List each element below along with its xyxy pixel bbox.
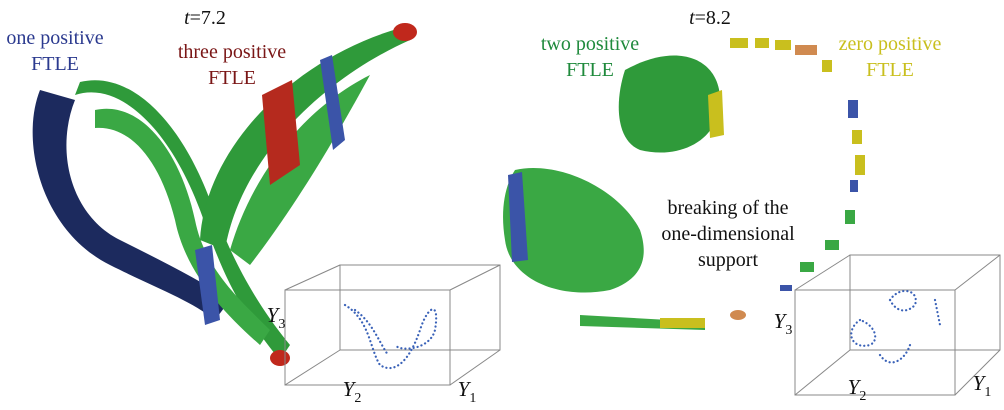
svg-text:FTLE: FTLE (31, 53, 79, 75)
figure: one positive FTLE t=7.2 three positive F… (0, 0, 1004, 410)
svg-text:zero positive: zero positive (839, 33, 942, 55)
label-line: FTLE (208, 67, 256, 89)
axis-index: 1 (984, 385, 991, 400)
time-value: =8.2 (695, 7, 731, 29)
left-inset (285, 265, 500, 385)
label-line: breaking of the (667, 197, 788, 219)
svg-text:one-dimensional: one-dimensional (661, 223, 795, 245)
axis-index: 1 (469, 391, 476, 406)
time-value: =7.2 (190, 7, 226, 29)
red-tip (393, 23, 417, 41)
svg-text:FTLE: FTLE (566, 59, 614, 81)
axis-index: 2 (859, 389, 866, 404)
label-line: zero positive (839, 33, 942, 55)
label-line: one-dimensional (661, 223, 795, 245)
svg-text:support: support (698, 249, 758, 271)
svg-text:Y2: Y2 (343, 377, 362, 406)
svg-text:two positive: two positive (541, 33, 639, 55)
figure-canvas: one positive FTLE t=7.2 three positive F… (0, 0, 1004, 410)
label-line: FTLE (866, 59, 914, 81)
axis-index: 2 (354, 391, 361, 406)
label-line: two positive (541, 33, 639, 55)
label-line: three positive (178, 41, 286, 63)
fragments (730, 38, 865, 320)
axis-index: 3 (785, 323, 792, 338)
right-inset (795, 255, 1000, 395)
svg-text:breaking of the: breaking of the (667, 197, 788, 219)
svg-text:Y1: Y1 (458, 377, 477, 406)
svg-text:t=8.2: t=8.2 (689, 7, 731, 29)
svg-text:FTLE: FTLE (208, 67, 256, 89)
axis-index: 3 (278, 317, 285, 332)
yellow-band (708, 90, 724, 138)
yellow-band (660, 318, 705, 328)
svg-text:FTLE: FTLE (866, 59, 914, 81)
svg-text:t=7.2: t=7.2 (184, 7, 226, 29)
green-blob (619, 56, 720, 153)
svg-text:one positive: one positive (6, 27, 103, 49)
svg-text:Y1: Y1 (973, 371, 992, 400)
svg-text:Y3: Y3 (774, 309, 793, 338)
right-attractor (503, 38, 865, 330)
label-line: one positive (6, 27, 103, 49)
svg-text:Y2: Y2 (848, 375, 867, 404)
red-tip (270, 350, 290, 366)
label-line: FTLE (31, 53, 79, 75)
label-line: FTLE (566, 59, 614, 81)
svg-text:three positive: three positive (178, 41, 286, 63)
label-line: support (698, 249, 758, 271)
